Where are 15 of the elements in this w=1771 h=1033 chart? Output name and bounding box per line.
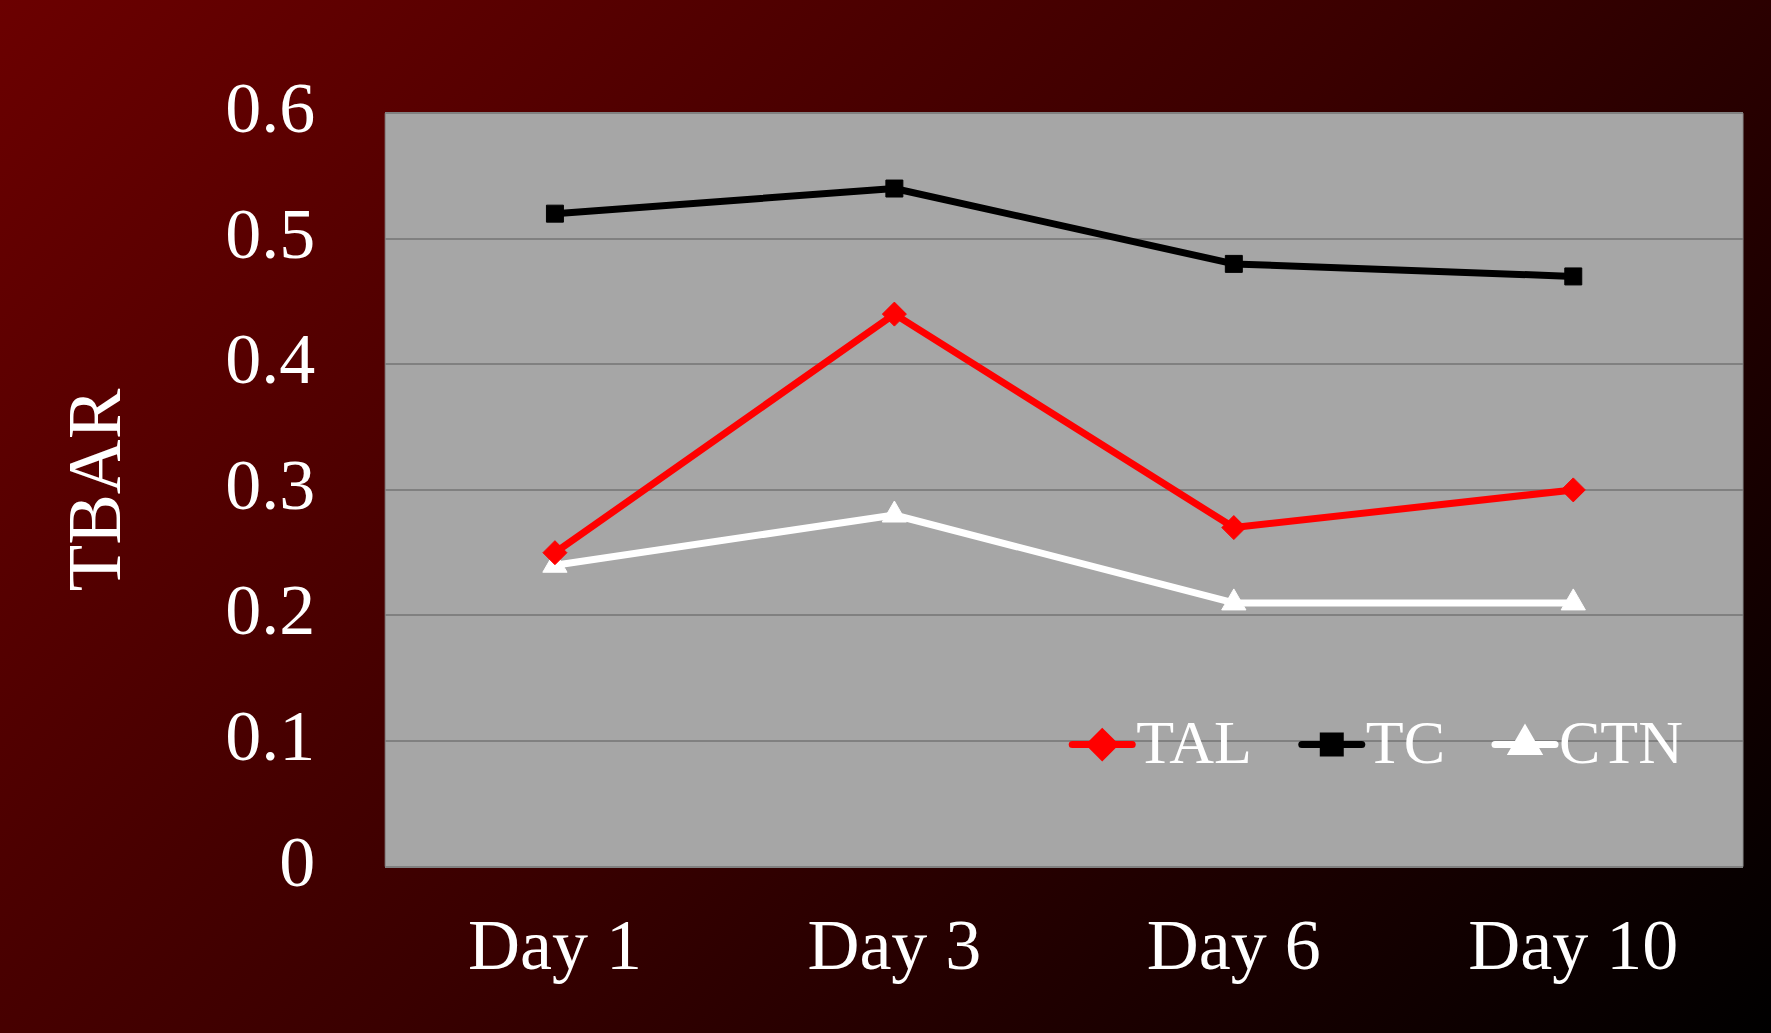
- y-tick-label: 0.3: [225, 444, 316, 525]
- legend-label: TC: [1365, 707, 1446, 776]
- y-axis-title: TBAR: [51, 388, 136, 592]
- y-tick-label: 0.5: [225, 193, 316, 274]
- y-tick-label: 0.1: [225, 695, 316, 776]
- legend-label: CTN: [1559, 707, 1683, 776]
- x-tick-label: Day 6: [1146, 904, 1321, 985]
- y-tick-label: 0.6: [225, 68, 316, 149]
- y-tick-label: 0.2: [225, 570, 316, 651]
- x-tick-label: Day 10: [1468, 904, 1679, 985]
- x-tick-label: Day 3: [807, 904, 982, 985]
- legend-label: TAL: [1136, 707, 1252, 776]
- x-tick-label: Day 1: [467, 904, 642, 985]
- y-tick-label: 0: [279, 821, 316, 902]
- y-tick-label: 0.4: [225, 319, 316, 400]
